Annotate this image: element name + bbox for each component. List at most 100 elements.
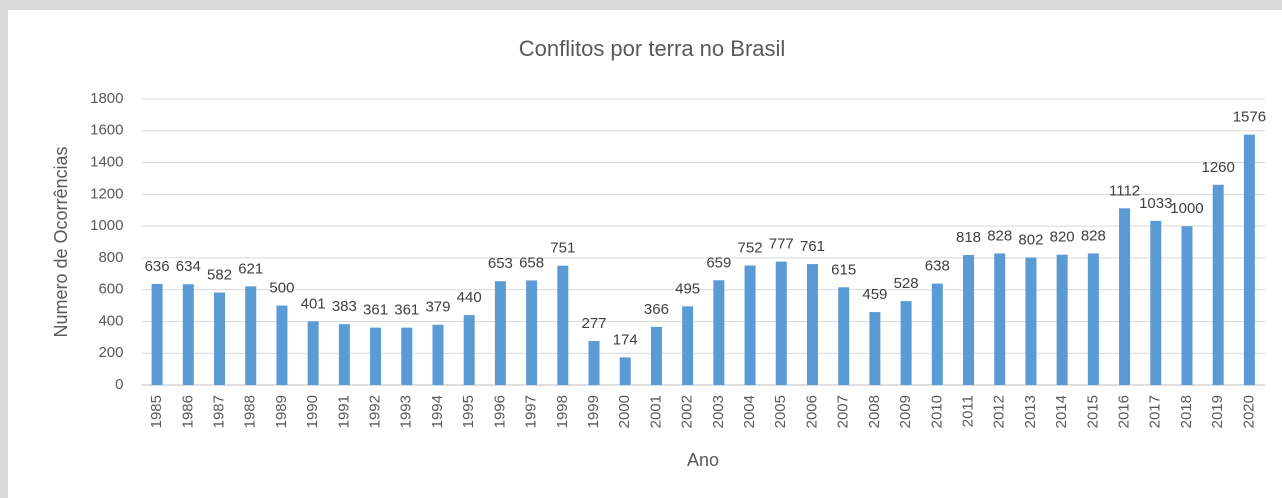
x-tick-label: 2010 — [928, 395, 945, 428]
bar — [494, 281, 506, 385]
bar — [1056, 254, 1068, 385]
data-label: 752 — [738, 239, 763, 256]
bar — [900, 301, 912, 385]
bar — [869, 312, 881, 385]
x-tick-label: 2002 — [679, 395, 696, 428]
x-tick-label: 2013 — [1022, 395, 1039, 428]
data-label: 379 — [425, 299, 450, 316]
bar — [307, 321, 319, 385]
data-label: 1576 — [1233, 109, 1266, 126]
x-tick-label: 1985 — [148, 395, 165, 428]
x-tick-label: 2004 — [741, 395, 758, 428]
data-label: 820 — [1050, 229, 1075, 246]
chart-title: Conflitos por terra no Brasil — [519, 36, 786, 61]
x-tick-label: 2014 — [1053, 395, 1070, 428]
data-label: 658 — [519, 254, 544, 271]
y-tick-label: 0 — [115, 376, 123, 393]
data-label: 361 — [363, 302, 388, 319]
data-label: 495 — [675, 280, 700, 297]
x-tick-label: 1987 — [210, 395, 227, 428]
data-label: 777 — [769, 236, 794, 253]
bar — [588, 340, 600, 385]
data-label: 277 — [582, 315, 607, 332]
y-tick-label: 400 — [98, 312, 123, 329]
data-label: 761 — [800, 238, 825, 255]
x-tick-label: 1994 — [429, 395, 446, 428]
x-tick-label: 2015 — [1084, 395, 1101, 428]
data-label: 818 — [956, 229, 981, 246]
bar — [401, 327, 413, 385]
bar — [650, 326, 662, 385]
data-label: 1033 — [1139, 195, 1172, 212]
y-tick-label: 200 — [98, 344, 123, 361]
y-tick-label: 800 — [98, 249, 123, 266]
data-label: 1260 — [1202, 159, 1235, 176]
x-tick-label: 1996 — [491, 395, 508, 428]
data-label: 1000 — [1170, 200, 1203, 217]
bar — [1087, 253, 1099, 385]
data-label: 751 — [550, 240, 575, 257]
x-tick-label: 1988 — [242, 395, 259, 428]
x-tick-label: 1989 — [273, 395, 290, 428]
x-tick-label: 2019 — [1209, 395, 1226, 428]
x-tick-label: 2006 — [803, 395, 820, 428]
bar — [370, 327, 382, 385]
x-tick-label: 1993 — [398, 395, 415, 428]
bar — [838, 287, 850, 385]
y-tick-label: 1000 — [90, 217, 123, 234]
bar — [963, 255, 975, 385]
data-label: 582 — [207, 266, 232, 283]
x-tick-label: 1990 — [304, 395, 321, 428]
data-label: 828 — [1081, 227, 1106, 244]
x-axis-label: Ano — [687, 450, 719, 470]
x-tick-label: 1997 — [523, 395, 540, 428]
bar — [338, 324, 350, 385]
x-tick-label: 2018 — [1178, 395, 1195, 428]
x-tick-label: 2001 — [647, 395, 664, 428]
data-label: 1112 — [1109, 182, 1140, 199]
y-tick-label: 600 — [98, 281, 123, 298]
x-tick-label: 2011 — [959, 395, 976, 427]
x-tick-label: 1992 — [367, 395, 384, 428]
bar — [775, 261, 787, 385]
bar — [744, 265, 756, 385]
data-label: 615 — [831, 261, 856, 278]
bar — [1150, 220, 1162, 385]
data-label: 802 — [1018, 232, 1043, 249]
data-label: 621 — [238, 260, 263, 277]
data-label: 361 — [394, 302, 419, 319]
x-tick-label: 1991 — [335, 395, 352, 428]
bar — [214, 292, 226, 385]
bar — [432, 324, 444, 385]
x-tick-label: 2007 — [835, 395, 852, 428]
data-label: 459 — [862, 286, 887, 303]
bar — [526, 280, 538, 385]
bar — [557, 265, 569, 385]
bar — [682, 306, 694, 385]
data-label: 174 — [613, 331, 638, 348]
x-tick-label: 1986 — [179, 395, 196, 428]
data-label: 383 — [332, 298, 357, 315]
x-tick-label: 1998 — [554, 395, 571, 428]
bar — [931, 283, 943, 385]
x-tick-label: 2008 — [866, 395, 883, 428]
data-label: 659 — [706, 254, 731, 271]
bar — [182, 284, 194, 385]
bar — [151, 283, 163, 385]
bar — [463, 315, 475, 385]
bar — [245, 286, 257, 385]
data-label: 636 — [145, 258, 170, 275]
bar — [1119, 208, 1131, 385]
chart-panel — [8, 10, 1282, 498]
y-tick-label: 1600 — [90, 122, 123, 139]
bar — [1243, 134, 1255, 385]
x-tick-label: 2005 — [772, 395, 789, 428]
x-tick-label: 1999 — [585, 395, 602, 428]
bar — [806, 264, 818, 385]
y-axis-label: Numero de Ocorrências — [51, 146, 71, 337]
data-label: 638 — [925, 258, 950, 275]
data-label: 653 — [488, 255, 513, 272]
bar — [994, 253, 1006, 385]
data-label: 634 — [176, 258, 201, 275]
x-tick-label: 2003 — [710, 395, 727, 428]
